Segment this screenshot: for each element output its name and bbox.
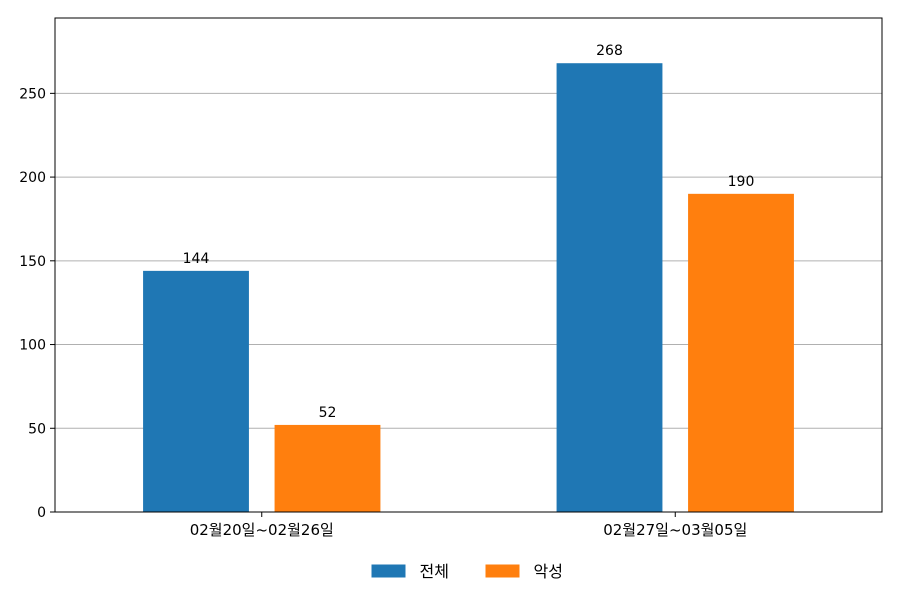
legend-swatch <box>371 564 406 578</box>
legend-item: 전체 <box>371 562 449 581</box>
legend-label: 악성 <box>534 562 563 581</box>
bar-total <box>143 270 249 512</box>
y-tick-label: 0 <box>37 505 46 521</box>
bar-malicious <box>274 424 381 512</box>
bar-value-label: 190 <box>728 174 755 190</box>
data-labels: 144 52 268 190 <box>183 43 755 421</box>
bar-value-label: 52 <box>319 405 337 421</box>
y-tick-label: 100 <box>19 338 46 354</box>
y-axis: 0 50 100 150 200 250 <box>19 86 55 521</box>
x-axis: 02월20일~02월26일 02월27일~03월05일 <box>190 512 747 539</box>
legend-swatch <box>485 564 520 578</box>
legend-label: 전체 <box>420 562 449 581</box>
x-tick-label: 02월27일~03월05일 <box>603 521 747 539</box>
bars <box>143 63 794 512</box>
x-tick-label: 02월20일~02월26일 <box>190 521 334 539</box>
y-tick-label: 150 <box>19 254 46 270</box>
y-tick-label: 200 <box>19 170 46 186</box>
legend-item: 악성 <box>485 562 563 581</box>
bar-total <box>556 63 663 512</box>
plot-frame <box>54 17 883 513</box>
legend: 전체 악성 <box>371 562 563 581</box>
bar-value-label: 144 <box>183 251 210 267</box>
y-tick-label: 250 <box>19 86 46 102</box>
y-tick-label: 50 <box>28 421 46 437</box>
bar-value-label: 268 <box>596 43 623 59</box>
bar-malicious <box>688 193 794 512</box>
